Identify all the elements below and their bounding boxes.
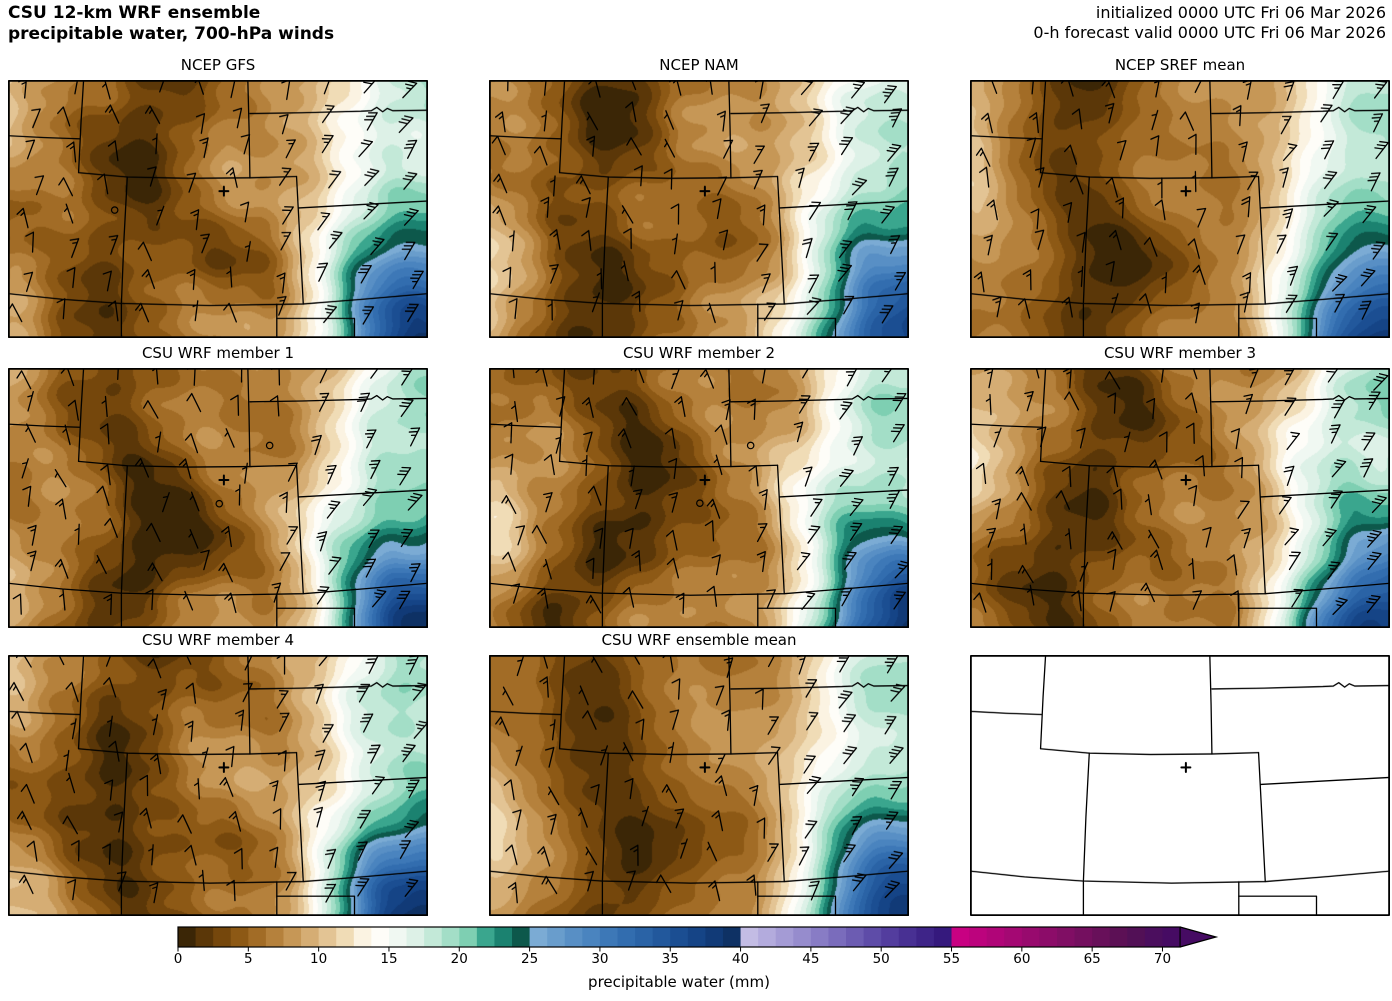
- colorbar-axis-label: precipitable water (mm): [588, 973, 770, 991]
- figure-title-line1: CSU 12-km WRF ensemble: [8, 3, 261, 23]
- colorbar-tick-label: 5: [244, 951, 253, 967]
- colorbar-tick-label: 60: [1013, 951, 1031, 967]
- map-canvas-ncep-gfs: [8, 80, 428, 338]
- panel-title-wrf-member-3: CSU WRF member 3: [1103, 344, 1257, 362]
- colorbar-tick-label: 70: [1153, 951, 1172, 967]
- colorbar-tick-label: 50: [872, 951, 890, 967]
- map-canvas-wrf-member-4: [8, 655, 428, 916]
- panel-title-ncep-nam: NCEP NAM: [659, 56, 739, 74]
- colorbar-tick-label: 15: [380, 951, 398, 967]
- panel-title-wrf-ensemble-mean: CSU WRF ensemble mean: [601, 631, 797, 649]
- figure-title: CSU 12-km WRF ensemble precipitable water…: [8, 3, 334, 45]
- init-info: initialized 0000 UTC Fri 06 Mar 2026 0-h …: [1033, 3, 1386, 42]
- colorbar-canvas: [170, 924, 1226, 976]
- panel-title-wrf-member-2: CSU WRF member 2: [622, 344, 776, 362]
- colorbar-tick-label: 45: [802, 951, 820, 967]
- colorbar-tick-label: 0: [173, 951, 183, 967]
- panel-title-ncep-sref-mean: NCEP SREF mean: [1114, 56, 1246, 74]
- init-time-text: initialized 0000 UTC Fri 06 Mar 2026: [1095, 3, 1386, 22]
- map-canvas-outline-reference: [970, 655, 1390, 916]
- colorbar-tick-label: 55: [942, 951, 961, 967]
- colorbar-tick-label: 30: [591, 951, 609, 967]
- colorbar-tick-label: 40: [731, 951, 750, 967]
- panel-title-ncep-gfs: NCEP GFS: [180, 56, 256, 74]
- colorbar-tick-label: 20: [450, 951, 468, 967]
- map-canvas-wrf-member-1: [8, 368, 428, 628]
- map-canvas-wrf-member-3: [970, 368, 1390, 628]
- valid-time-text: 0-h forecast valid 0000 UTC Fri 06 Mar 2…: [1033, 22, 1386, 42]
- colorbar-tick-label: 35: [661, 951, 679, 967]
- map-canvas-wrf-member-2: [489, 368, 909, 628]
- map-canvas-ncep-nam: [489, 80, 909, 338]
- colorbar-tick-label: 25: [521, 951, 539, 967]
- figure-title-line2: precipitable water, 700-hPa winds: [8, 24, 335, 44]
- colorbar-tick-label: 10: [310, 951, 328, 967]
- colorbar-tick-label: 65: [1083, 951, 1101, 967]
- map-canvas-ncep-sref-mean: [970, 80, 1390, 338]
- panel-title-wrf-member-1: CSU WRF member 1: [141, 344, 295, 362]
- map-canvas-wrf-ensemble-mean: [489, 655, 909, 916]
- panel-title-wrf-member-4: CSU WRF member 4: [141, 631, 295, 649]
